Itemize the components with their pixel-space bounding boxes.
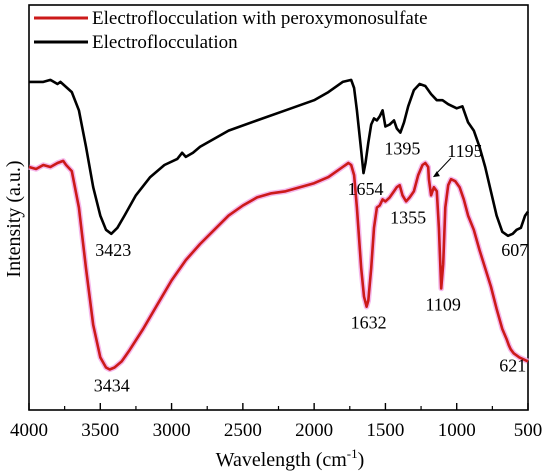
legend-label: Electroflocculation — [92, 32, 238, 53]
peak-label: 1109 — [426, 295, 461, 315]
peak-label: 1395 — [384, 139, 420, 159]
x-tick-label: 2500 — [224, 420, 262, 441]
peak-label: 1632 — [351, 313, 387, 333]
peak-label: 3434 — [94, 376, 130, 396]
plot-frame — [28, 4, 529, 411]
series-line — [28, 159, 529, 371]
series-layer — [28, 78, 530, 373]
peak-label: 1355 — [390, 207, 426, 227]
peak-label: 1195 — [447, 141, 482, 161]
x-axis-ticks: 4000 3500 3000 2500 2000 1500 1000 500 — [10, 403, 542, 441]
peak-label: 3423 — [95, 240, 131, 260]
x-tick-label: 1500 — [366, 420, 404, 441]
axis-labels: Wavelength (cm-1) Intensity (a.u.) — [3, 160, 364, 471]
x-tick-label: 4000 — [10, 420, 48, 441]
x-tick-label: 3500 — [81, 420, 119, 441]
x-axis-label: Wavelength (cm-1) — [216, 446, 365, 471]
legend: Electroflocculation with peroxymonosulfa… — [34, 8, 428, 53]
x-tick-label: 1000 — [438, 420, 476, 441]
plot-border — [28, 4, 529, 411]
y-axis-label: Intensity (a.u.) — [3, 160, 25, 277]
x-tick-label: 3000 — [153, 420, 191, 441]
annotation-arrowhead — [432, 171, 440, 178]
peak-label: 621 — [499, 355, 526, 375]
series-line — [29, 78, 530, 238]
peak-label: 607 — [501, 240, 528, 260]
x-tick-label: 500 — [514, 420, 543, 441]
peak-label: 1654 — [347, 179, 383, 199]
x-tick-label: 2000 — [295, 420, 333, 441]
legend-label: Electroflocculation with peroxymonosulfa… — [92, 8, 428, 29]
